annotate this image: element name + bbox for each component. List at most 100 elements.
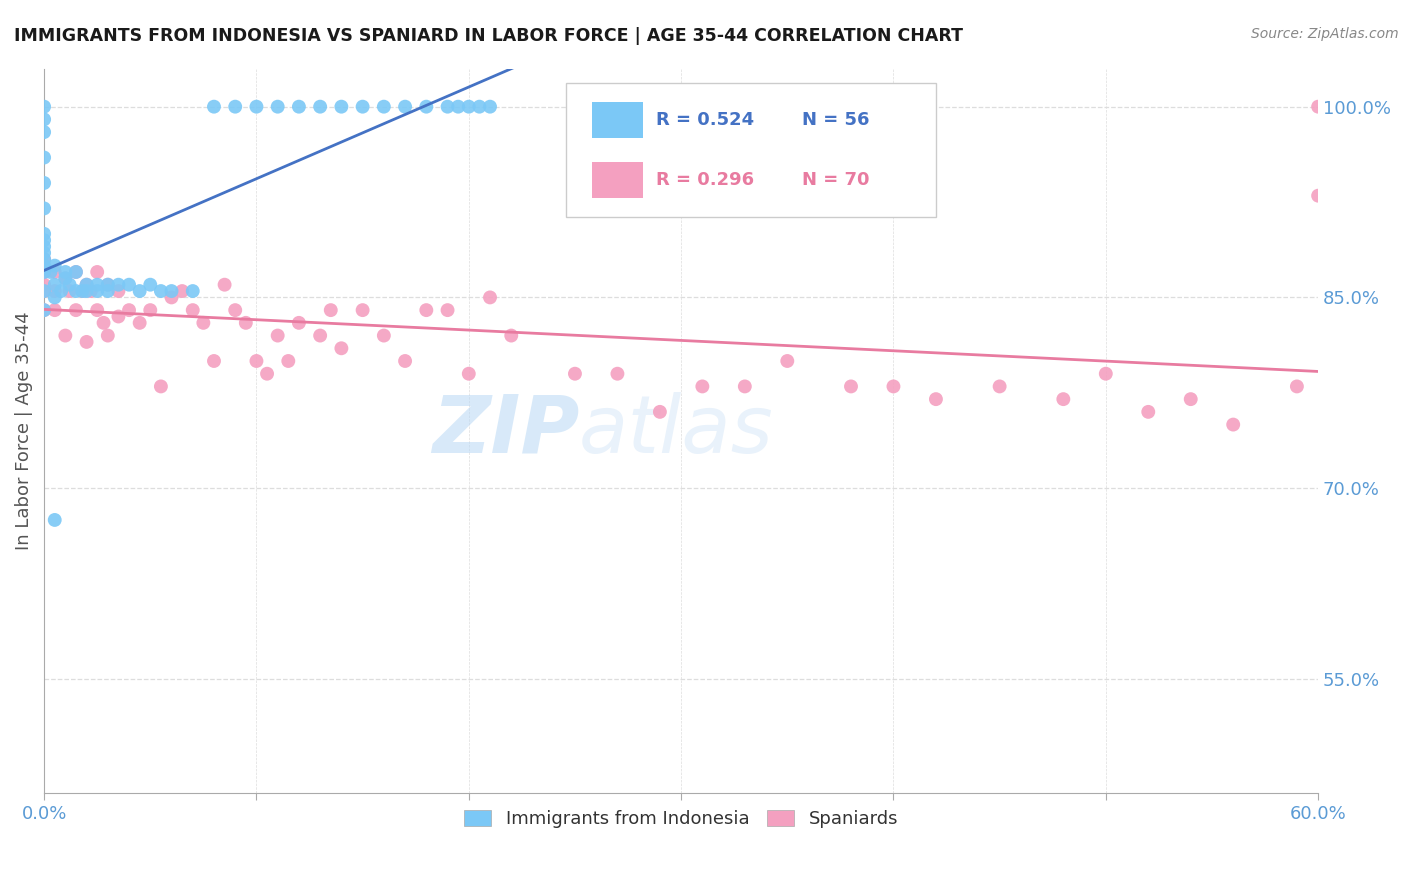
Point: [447, 100, 470, 114]
Point: [32, 252, 55, 267]
Point: [202, 354, 225, 368]
Point: [1052, 392, 1074, 406]
Point: [373, 328, 395, 343]
Point: [181, 303, 204, 318]
Point: [32, 277, 55, 292]
Point: [65, 265, 87, 279]
Point: [309, 100, 332, 114]
Point: [39, 265, 62, 279]
Text: ZIP: ZIP: [432, 392, 579, 470]
Point: [224, 100, 246, 114]
Point: [72, 284, 94, 298]
Point: [224, 303, 246, 318]
Point: [288, 100, 311, 114]
Point: [139, 303, 162, 318]
Point: [76, 277, 98, 292]
Point: [193, 316, 215, 330]
Point: [93, 316, 115, 330]
Point: [128, 316, 150, 330]
Point: [1094, 367, 1116, 381]
Point: [564, 367, 586, 381]
Point: [65, 284, 87, 298]
Point: [32, 202, 55, 216]
Point: [139, 277, 162, 292]
Point: [76, 334, 98, 349]
Point: [501, 328, 523, 343]
Point: [330, 341, 353, 355]
Point: [32, 259, 55, 273]
Point: [479, 100, 502, 114]
Point: [256, 367, 278, 381]
Point: [245, 100, 267, 114]
Point: [76, 284, 98, 298]
Text: atlas: atlas: [579, 392, 773, 470]
Point: [86, 284, 108, 298]
Point: [32, 239, 55, 253]
Point: [53, 265, 76, 279]
Point: [319, 303, 342, 318]
Point: [32, 246, 55, 260]
Point: [53, 271, 76, 285]
Point: [53, 328, 76, 343]
Point: [394, 354, 416, 368]
Point: [288, 316, 311, 330]
Point: [97, 284, 120, 298]
Point: [457, 100, 479, 114]
Point: [606, 367, 628, 381]
Point: [266, 328, 288, 343]
Point: [415, 100, 437, 114]
Point: [58, 284, 80, 298]
Point: [118, 277, 141, 292]
Point: [202, 100, 225, 114]
Text: Source: ZipAtlas.com: Source: ZipAtlas.com: [1251, 27, 1399, 41]
Point: [1137, 405, 1160, 419]
Point: [97, 277, 120, 292]
Point: [44, 277, 66, 292]
Point: [1180, 392, 1202, 406]
Point: [692, 379, 714, 393]
Text: IMMIGRANTS FROM INDONESIA VS SPANIARD IN LABOR FORCE | AGE 35-44 CORRELATION CHA: IMMIGRANTS FROM INDONESIA VS SPANIARD IN…: [14, 27, 963, 45]
Text: N = 70: N = 70: [803, 171, 870, 189]
Point: [49, 284, 72, 298]
Point: [32, 100, 55, 114]
Point: [415, 303, 437, 318]
Point: [44, 265, 66, 279]
Point: [1308, 100, 1330, 114]
Point: [214, 277, 236, 292]
Point: [32, 112, 55, 127]
Point: [32, 252, 55, 267]
Point: [468, 100, 491, 114]
Point: [277, 354, 299, 368]
Point: [776, 354, 799, 368]
Point: [882, 379, 904, 393]
Point: [53, 271, 76, 285]
Point: [72, 284, 94, 298]
Point: [394, 100, 416, 114]
Point: [32, 265, 55, 279]
Point: [988, 379, 1011, 393]
Point: [436, 100, 458, 114]
Point: [172, 284, 194, 298]
Text: N = 56: N = 56: [803, 112, 870, 129]
Point: [160, 290, 183, 304]
Legend: Immigrants from Indonesia, Spaniards: Immigrants from Indonesia, Spaniards: [457, 802, 905, 835]
Point: [734, 379, 756, 393]
Point: [32, 176, 55, 190]
Point: [32, 303, 55, 318]
Point: [86, 303, 108, 318]
Point: [118, 303, 141, 318]
Point: [479, 290, 502, 304]
Point: [32, 265, 55, 279]
Point: [86, 277, 108, 292]
Point: [44, 303, 66, 318]
Point: [1285, 379, 1308, 393]
Point: [352, 100, 374, 114]
Point: [44, 513, 66, 527]
Point: [160, 284, 183, 298]
Bar: [592, 102, 643, 138]
Point: [128, 284, 150, 298]
Point: [32, 284, 55, 298]
Point: [44, 290, 66, 304]
Point: [107, 310, 129, 324]
Y-axis label: In Labor Force | Age 35-44: In Labor Force | Age 35-44: [15, 311, 32, 550]
